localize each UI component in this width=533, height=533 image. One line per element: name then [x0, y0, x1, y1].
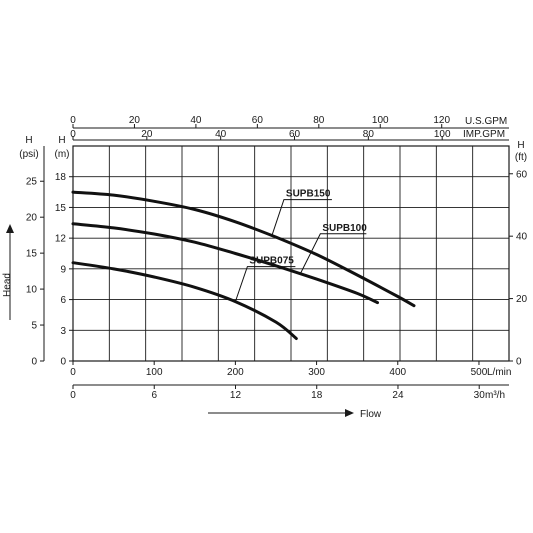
m-tick-label: 18: [55, 172, 67, 183]
m-axis-title: H: [58, 135, 65, 146]
m-tick-label: 0: [60, 357, 66, 368]
psi-tick-label: 0: [31, 357, 37, 368]
m3h-tick-label: 24: [392, 390, 404, 401]
impgpm-tick-label: 20: [141, 129, 153, 140]
leader-line-supb100: [299, 233, 367, 274]
series-label-supb100: SUPB100: [322, 223, 367, 234]
m-axis-unit: (m): [55, 149, 70, 160]
impgpm-unit-label: IMP.GPM: [463, 129, 505, 140]
ft-tick-label: 40: [516, 232, 528, 243]
flow-axis-label: Flow: [360, 409, 382, 420]
lmin-tick-label: 0: [70, 367, 76, 378]
m-tick-label: 9: [60, 264, 66, 275]
ft-tick-label: 0: [516, 357, 522, 368]
m-tick-label: 6: [60, 295, 66, 306]
flow-arrow-icon: [345, 409, 354, 417]
impgpm-tick-label: 100: [434, 129, 451, 140]
series-labels: SUPB150 SUPB100 SUPB075: [234, 189, 367, 302]
psi-axis-unit: (psi): [19, 149, 38, 160]
psi-tick-label: 10: [26, 285, 38, 296]
usgpm-tick-label: 0: [70, 115, 76, 126]
head-axis-label: Head: [2, 273, 13, 297]
lmin-tick-label: 300: [308, 367, 325, 378]
psi-tick-label: 15: [26, 249, 38, 260]
ft-axis-title: H: [517, 140, 524, 151]
lmin-ticks: 0 100 200 300 400 500: [70, 361, 488, 378]
m3h-tick-label: 0: [70, 390, 76, 401]
m3h-unit-label: m³/h: [485, 390, 505, 401]
impgpm-tick-label: 80: [363, 129, 375, 140]
leader-line-supb150: [271, 199, 332, 236]
grid-lines: [73, 146, 509, 361]
m3h-tick-label: 18: [311, 390, 323, 401]
lmin-tick-label: 100: [146, 367, 163, 378]
psi-tick-label: 5: [31, 321, 37, 332]
lmin-tick-label: 200: [227, 367, 244, 378]
plot-frame: [72, 145, 510, 362]
usgpm-tick-label: 120: [433, 115, 450, 126]
ft-tick-label: 20: [516, 294, 528, 305]
m3h-ticks: 0 6 12 18 24 30: [70, 385, 485, 401]
usgpm-tick-label: 100: [372, 115, 389, 126]
lmin-unit-label: L/min: [487, 367, 511, 378]
leader-line-supb075: [234, 266, 296, 302]
m-tick-label: 3: [60, 326, 66, 337]
psi-tick-label: 20: [26, 213, 38, 224]
ft-axis-unit: (ft): [515, 152, 527, 163]
m3h-tick-label: 12: [230, 390, 242, 401]
impgpm-tick-label: 0: [70, 129, 76, 140]
m-tick-label: 12: [55, 234, 67, 245]
psi-ticks: 0 5 10 15 20 25: [26, 177, 44, 368]
psi-tick-label: 25: [26, 177, 38, 188]
usgpm-ticks: 0 20 40 60 80 100 120: [70, 115, 450, 128]
series-curves: [71, 190, 416, 340]
m3h-tick-label: 6: [151, 390, 157, 401]
impgpm-ticks: 0 20 40 60 80 100: [70, 129, 451, 140]
m-ticks: 0 3 6 9 12 15 18: [55, 172, 73, 368]
series-label-supb075: SUPB075: [249, 256, 294, 267]
head-axis-label-group: Head: [2, 224, 14, 320]
impgpm-tick-label: 40: [215, 129, 227, 140]
impgpm-tick-label: 60: [289, 129, 301, 140]
lmin-tick-label: 500: [471, 367, 488, 378]
psi-axis-title: H: [25, 135, 32, 146]
curve-supb075: [71, 261, 298, 340]
series-label-supb150: SUPB150: [286, 189, 331, 200]
flow-axis-label-group: Flow: [208, 409, 382, 420]
curve-supb150: [71, 190, 416, 308]
head-arrow-icon: [6, 224, 14, 233]
m-tick-label: 15: [55, 203, 67, 214]
usgpm-tick-label: 80: [313, 115, 325, 126]
m3h-tick-label: 30: [474, 390, 486, 401]
ft-tick-label: 60: [516, 169, 528, 180]
curve-supb100: [71, 222, 379, 305]
lmin-tick-label: 400: [389, 367, 406, 378]
usgpm-tick-label: 20: [129, 115, 141, 126]
ft-ticks: 0 20 40 60: [509, 169, 528, 368]
usgpm-tick-label: 60: [252, 115, 264, 126]
usgpm-tick-label: 40: [190, 115, 202, 126]
usgpm-unit-label: U.S.GPM: [465, 116, 507, 127]
